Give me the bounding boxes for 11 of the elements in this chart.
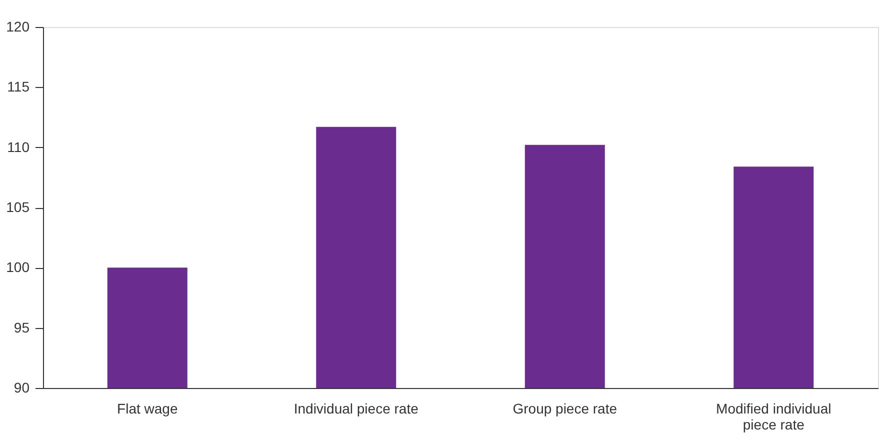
y-tick-label: 115 <box>7 78 30 95</box>
y-tick-label: 110 <box>7 138 30 155</box>
x-tick-label: Group piece rate <box>512 400 618 416</box>
y-tick-label: 90 <box>14 380 30 396</box>
y-tick-label: 120 <box>6 18 30 34</box>
y-tick-label: 100 <box>6 259 30 276</box>
y-tick-label: 95 <box>14 319 30 336</box>
x-tick-label: Individual piece rate <box>294 400 419 416</box>
x-tick-label: Modified individual piece rate <box>716 400 832 432</box>
y-tick-label: 105 <box>6 199 30 215</box>
x-tick-label: Flat wage <box>117 400 178 416</box>
